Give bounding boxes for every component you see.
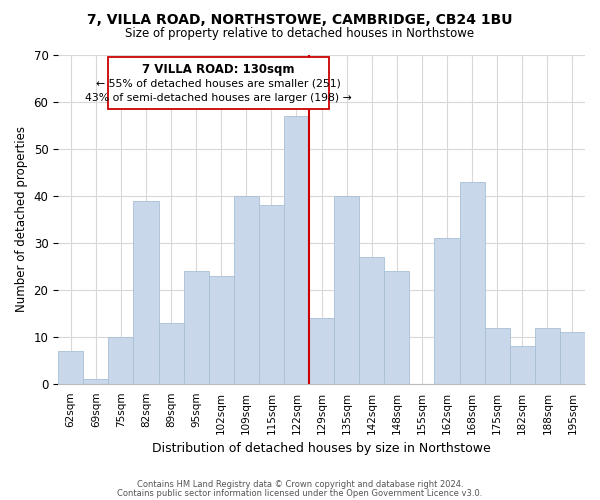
Text: ← 55% of detached houses are smaller (251): ← 55% of detached houses are smaller (25… xyxy=(96,78,341,88)
Bar xyxy=(284,116,309,384)
Bar xyxy=(384,271,409,384)
Bar xyxy=(309,318,334,384)
Bar xyxy=(158,323,184,384)
Text: Contains HM Land Registry data © Crown copyright and database right 2024.: Contains HM Land Registry data © Crown c… xyxy=(137,480,463,489)
Bar xyxy=(184,271,209,384)
Bar xyxy=(109,337,133,384)
Bar xyxy=(58,351,83,384)
Text: 7, VILLA ROAD, NORTHSTOWE, CAMBRIDGE, CB24 1BU: 7, VILLA ROAD, NORTHSTOWE, CAMBRIDGE, CB… xyxy=(87,12,513,26)
Bar xyxy=(485,328,510,384)
Bar xyxy=(209,276,234,384)
Bar xyxy=(535,328,560,384)
Text: Contains public sector information licensed under the Open Government Licence v3: Contains public sector information licen… xyxy=(118,488,482,498)
Bar xyxy=(83,379,109,384)
Bar xyxy=(133,200,158,384)
Bar xyxy=(234,196,259,384)
Text: 7 VILLA ROAD: 130sqm: 7 VILLA ROAD: 130sqm xyxy=(142,63,295,76)
Bar xyxy=(434,238,460,384)
Bar xyxy=(259,206,284,384)
Bar xyxy=(560,332,585,384)
FancyBboxPatch shape xyxy=(109,58,329,109)
Bar xyxy=(510,346,535,384)
Text: Size of property relative to detached houses in Northstowe: Size of property relative to detached ho… xyxy=(125,28,475,40)
Bar xyxy=(359,257,384,384)
Y-axis label: Number of detached properties: Number of detached properties xyxy=(15,126,28,312)
X-axis label: Distribution of detached houses by size in Northstowe: Distribution of detached houses by size … xyxy=(152,442,491,455)
Text: 43% of semi-detached houses are larger (198) →: 43% of semi-detached houses are larger (… xyxy=(85,92,352,102)
Bar xyxy=(334,196,359,384)
Bar xyxy=(460,182,485,384)
